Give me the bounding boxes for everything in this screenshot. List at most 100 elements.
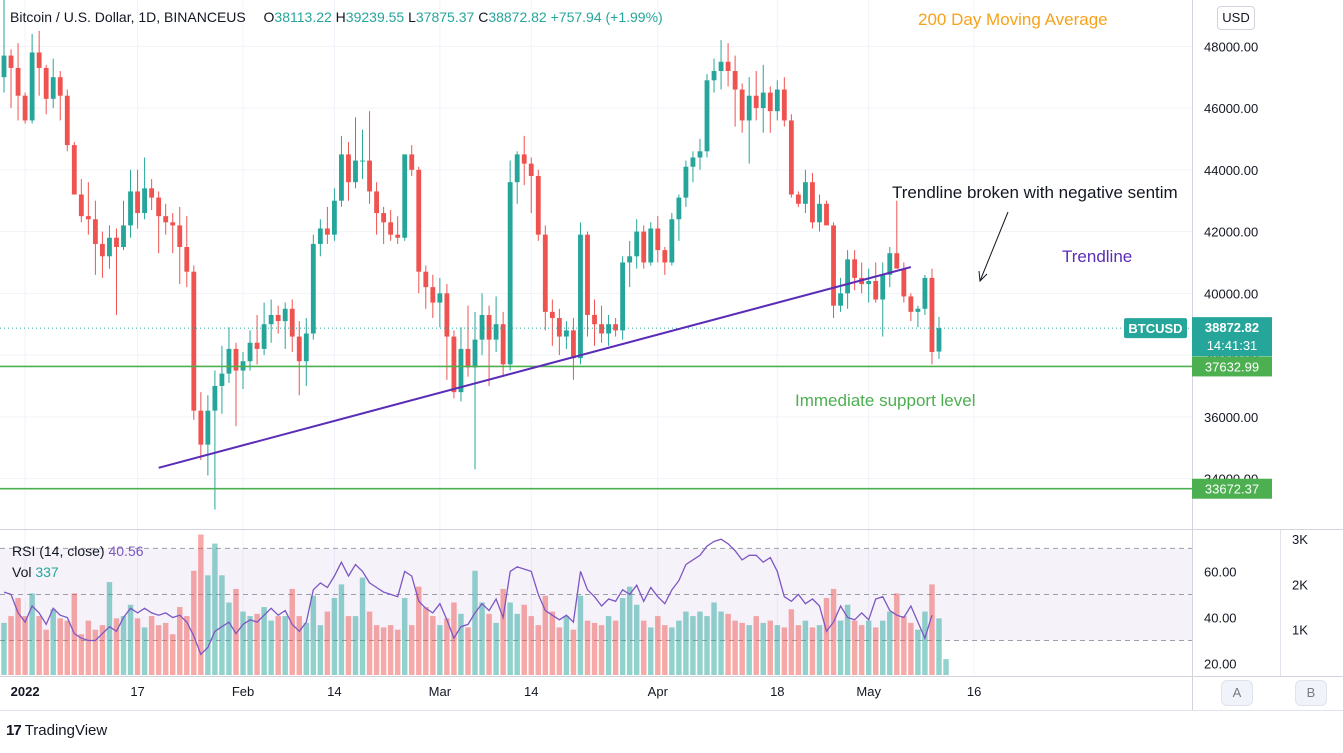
log-scale-button[interactable]: B bbox=[1295, 680, 1327, 706]
rsi-legend-title: RSI (14, close) bbox=[12, 543, 108, 559]
tradingview-logo[interactable]: 17 TradingView bbox=[6, 722, 107, 739]
volume-bar bbox=[514, 613, 520, 675]
candle-body bbox=[901, 268, 907, 297]
candle-body bbox=[535, 176, 541, 235]
candle-body bbox=[282, 308, 288, 322]
candle-body bbox=[128, 191, 133, 226]
candle-body bbox=[289, 308, 295, 337]
candle-body bbox=[838, 293, 843, 306]
volume-bar bbox=[226, 602, 232, 675]
change-value: +757.94 (+1.99%) bbox=[550, 9, 663, 25]
volume-bar bbox=[50, 609, 56, 675]
candle-body bbox=[170, 222, 176, 226]
volume-bar bbox=[430, 616, 436, 675]
candle-body bbox=[92, 219, 98, 244]
candle-body bbox=[781, 89, 787, 121]
candle-body bbox=[578, 234, 583, 359]
candle-body bbox=[402, 154, 408, 238]
volume-bar bbox=[486, 613, 492, 675]
volume-bar bbox=[858, 625, 865, 675]
open-label: O bbox=[263, 9, 275, 25]
candle-body bbox=[753, 95, 759, 109]
candle-body bbox=[732, 71, 738, 90]
candle-body bbox=[303, 333, 309, 362]
volume-bar bbox=[865, 620, 872, 675]
candle-body bbox=[142, 188, 148, 214]
candle-body bbox=[226, 348, 232, 374]
volume-bar bbox=[113, 618, 120, 675]
volume-bar bbox=[437, 625, 443, 675]
candle-body bbox=[121, 225, 126, 248]
volume-bar bbox=[697, 611, 703, 675]
candle-body bbox=[8, 55, 14, 68]
volume-bar bbox=[1, 622, 7, 675]
candle-body bbox=[15, 67, 21, 96]
candle-body bbox=[360, 160, 365, 162]
volume-bar bbox=[423, 607, 429, 675]
volume-bar bbox=[324, 611, 331, 675]
volume-bar bbox=[409, 625, 415, 675]
candle-body bbox=[767, 92, 773, 112]
time-tick-label: 2022 bbox=[11, 684, 40, 699]
candle-body bbox=[599, 324, 604, 334]
candle-body bbox=[317, 228, 323, 244]
candle-body bbox=[690, 157, 696, 167]
close-label: C bbox=[478, 9, 489, 25]
volume-bar bbox=[416, 586, 422, 675]
candle-body bbox=[458, 348, 464, 393]
volume-bar bbox=[767, 620, 773, 675]
candle-body bbox=[542, 234, 548, 312]
candle-body bbox=[472, 339, 478, 368]
volume-bar bbox=[352, 616, 359, 675]
volume-bar bbox=[633, 604, 640, 675]
candle-body bbox=[887, 253, 893, 275]
candles bbox=[1, 0, 942, 510]
candle-body bbox=[331, 200, 337, 235]
volume-bar bbox=[303, 622, 310, 675]
volume-legend-title: Vol bbox=[12, 564, 35, 580]
annotation-lines: 200 Day Moving Average Trendline broken w… bbox=[0, 10, 1192, 490]
candle-body bbox=[430, 287, 436, 303]
candle-body bbox=[416, 169, 422, 272]
candle-body bbox=[648, 228, 654, 263]
close-value: 38872.82 bbox=[488, 9, 547, 25]
grid bbox=[0, 0, 1192, 675]
candle-body bbox=[437, 293, 443, 303]
time-tick-label: May bbox=[856, 684, 881, 699]
open-value: 38113.22 bbox=[274, 9, 332, 25]
candle-body bbox=[465, 348, 471, 368]
volume-bar bbox=[690, 616, 696, 675]
candle-body bbox=[500, 324, 506, 365]
candle-body bbox=[324, 228, 330, 235]
candle-body bbox=[346, 154, 351, 183]
candle-body bbox=[395, 234, 401, 238]
time-tick-label: Apr bbox=[648, 684, 669, 699]
candle-body bbox=[1, 55, 7, 78]
volume-bar bbox=[373, 625, 380, 675]
volume-bar bbox=[155, 625, 162, 675]
candle-body bbox=[205, 410, 211, 445]
volume-bar bbox=[521, 604, 527, 675]
volume-bar bbox=[507, 602, 513, 675]
candle-body bbox=[64, 95, 70, 146]
volume-bar bbox=[296, 616, 302, 675]
price-tick-label: 36000.00 bbox=[1204, 410, 1258, 425]
volume-bar bbox=[162, 622, 169, 675]
price-tick-label: 40000.00 bbox=[1204, 286, 1258, 301]
auto-scale-button[interactable]: A bbox=[1221, 680, 1253, 706]
candle-body bbox=[100, 243, 105, 257]
candle-body bbox=[669, 219, 675, 263]
volume-bar bbox=[683, 611, 689, 675]
volume-bar bbox=[809, 627, 816, 675]
candle-body bbox=[479, 314, 485, 340]
candle-body bbox=[381, 213, 387, 223]
last-price-badge bbox=[1192, 317, 1272, 357]
candle-body bbox=[845, 259, 851, 294]
volume-bar bbox=[198, 534, 204, 675]
tradingview-logo-icon: 17 bbox=[6, 722, 22, 739]
currency-button[interactable]: USD bbox=[1217, 6, 1255, 30]
volume-bar bbox=[542, 595, 549, 675]
volume-bar bbox=[444, 618, 450, 675]
candle-body bbox=[374, 191, 380, 214]
